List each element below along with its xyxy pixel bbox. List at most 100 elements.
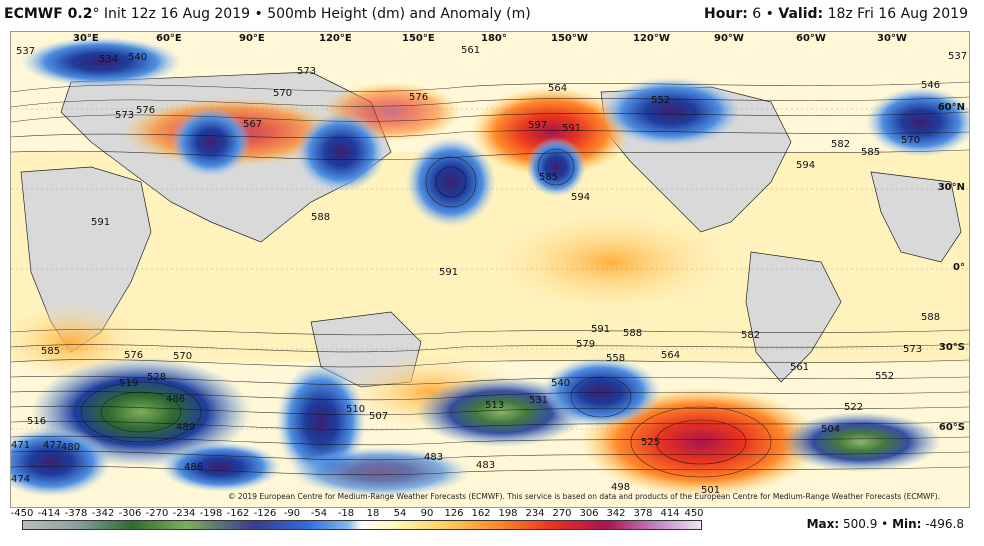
contour-label: 591 (91, 217, 111, 228)
scale-tick: 414 (660, 508, 680, 519)
contour-label: 582 (831, 139, 851, 150)
max-label: Max: (806, 517, 840, 531)
lon-label: 120°E (319, 33, 352, 44)
scale-tick: -90 (283, 508, 301, 519)
lat-label: 60°S (938, 422, 965, 433)
scale-tick: -270 (145, 508, 169, 519)
contour-label: 489 (176, 422, 196, 433)
hour-label: Hour: (704, 6, 748, 22)
valid-label: Valid: (778, 6, 824, 22)
bullet-separator-3: • (881, 517, 889, 531)
min-value: -496.8 (925, 517, 964, 531)
contour-label: 507 (369, 411, 389, 422)
bullet-separator-2: • (765, 6, 774, 22)
contour-label: 564 (548, 83, 568, 94)
lon-label: 180° (481, 33, 507, 44)
contour-label: 576 (136, 105, 156, 116)
min-label: Min: (892, 517, 922, 531)
title-block: ECMWF 0.2° Init 12z 16 Aug 2019 • 500mb … (4, 6, 531, 22)
contour-label: 588 (623, 328, 643, 339)
scale-tick: 126 (444, 508, 464, 519)
valid-value: 18z Fri 16 Aug 2019 (827, 6, 968, 22)
contour-label: 582 (741, 330, 761, 341)
lon-label: 30°W (877, 33, 907, 44)
contour-label: 525 (641, 437, 661, 448)
scale-tick: 306 (579, 508, 599, 519)
contour-label: 486 (184, 462, 204, 473)
contour-label: 546 (921, 80, 941, 91)
contour-label: 534 (99, 54, 119, 65)
contour-label: 588 (311, 212, 331, 223)
lat-label: 60°N (937, 102, 965, 113)
scale-tick: -198 (199, 508, 223, 519)
lon-label: 120°W (633, 33, 670, 44)
scale-tick: 378 (633, 508, 653, 519)
lon-label: 150°W (551, 33, 588, 44)
contour-label: 570 (173, 351, 193, 362)
contour-label: 522 (844, 402, 864, 413)
contour-label: 519 (119, 378, 139, 389)
scale-tick: 234 (525, 508, 545, 519)
scale-tick: 54 (393, 508, 407, 519)
scale-tick: -18 (337, 508, 355, 519)
lon-label: 150°E (402, 33, 435, 44)
height-contours (11, 81, 969, 478)
degree-symbol: ° (92, 6, 100, 22)
header: ECMWF 0.2° Init 12z 16 Aug 2019 • 500mb … (0, 0, 984, 30)
contour-label: 585 (861, 147, 881, 158)
contour-label: 573 (903, 344, 923, 355)
contour-label: 483 (476, 460, 496, 471)
contour-label: 567 (243, 119, 263, 130)
lon-label: 90°W (714, 33, 744, 44)
contour-label: 585 (41, 346, 61, 357)
scale-tick: 342 (606, 508, 626, 519)
model-name: ECMWF 0.2 (4, 6, 93, 22)
contour-label: 504 (821, 424, 841, 435)
contour-label: 564 (661, 350, 681, 361)
contour-label: 576 (409, 92, 429, 103)
contour-label: 570 (901, 135, 921, 146)
contour-label: 540 (551, 378, 571, 389)
contour-label: 573 (297, 66, 317, 77)
contour-label: 516 (27, 416, 47, 427)
init-time: Init 12z 16 Aug 2019 (103, 6, 251, 22)
contour-label: 537 (16, 46, 36, 57)
contour-label: 540 (128, 52, 148, 63)
lat-label: 0° (953, 262, 965, 273)
scale-tick: -54 (310, 508, 328, 519)
bullet-separator: • (254, 6, 263, 22)
field-name: 500mb Height (dm) and Anomaly (m) (267, 6, 531, 22)
lon-label: 90°E (239, 33, 265, 44)
max-min-stats: Max: 500.9 • Min: -496.8 (807, 517, 964, 531)
scale-tick: -378 (64, 508, 88, 519)
contour-label: 528 (147, 372, 167, 383)
contour-label: 483 (424, 452, 444, 463)
valid-block: Hour: 6 • Valid: 18z Fri 16 Aug 2019 (704, 6, 968, 22)
contour-label: 579 (576, 339, 596, 350)
lon-label: 60°E (156, 33, 182, 44)
contour-label: 552 (875, 371, 895, 382)
contour-label: 561 (790, 362, 810, 373)
max-value: 500.9 (842, 517, 878, 531)
anomaly-color-scale: -450 -414 -378 -342 -306 -270 -234 -198 … (11, 508, 704, 530)
contour-label: 537 (948, 51, 968, 62)
contour-label: 513 (485, 400, 505, 411)
contour-label: 597 (528, 120, 548, 131)
contour-label: 531 (529, 395, 549, 406)
contour-label: 552 (651, 95, 671, 106)
contour-label: 558 (606, 353, 626, 364)
scale-tick: -342 (91, 508, 115, 519)
contour-label: 591 (562, 123, 582, 134)
scale-tick: -306 (118, 508, 142, 519)
lat-label: 30°S (938, 342, 965, 353)
contour-label: 594 (796, 160, 816, 171)
scale-tick: -414 (37, 508, 61, 519)
hour-value: 6 (752, 6, 762, 22)
scale-ticks: -450 -414 -378 -342 -306 -270 -234 -198 … (11, 508, 704, 519)
scale-tick: 162 (471, 508, 491, 519)
scale-tick: -126 (253, 508, 277, 519)
copyright-notice: © 2019 European Centre for Medium-Range … (228, 492, 941, 501)
scale-tick: 90 (420, 508, 434, 519)
anomaly-field (11, 32, 969, 507)
contour-label: 591 (591, 324, 611, 335)
